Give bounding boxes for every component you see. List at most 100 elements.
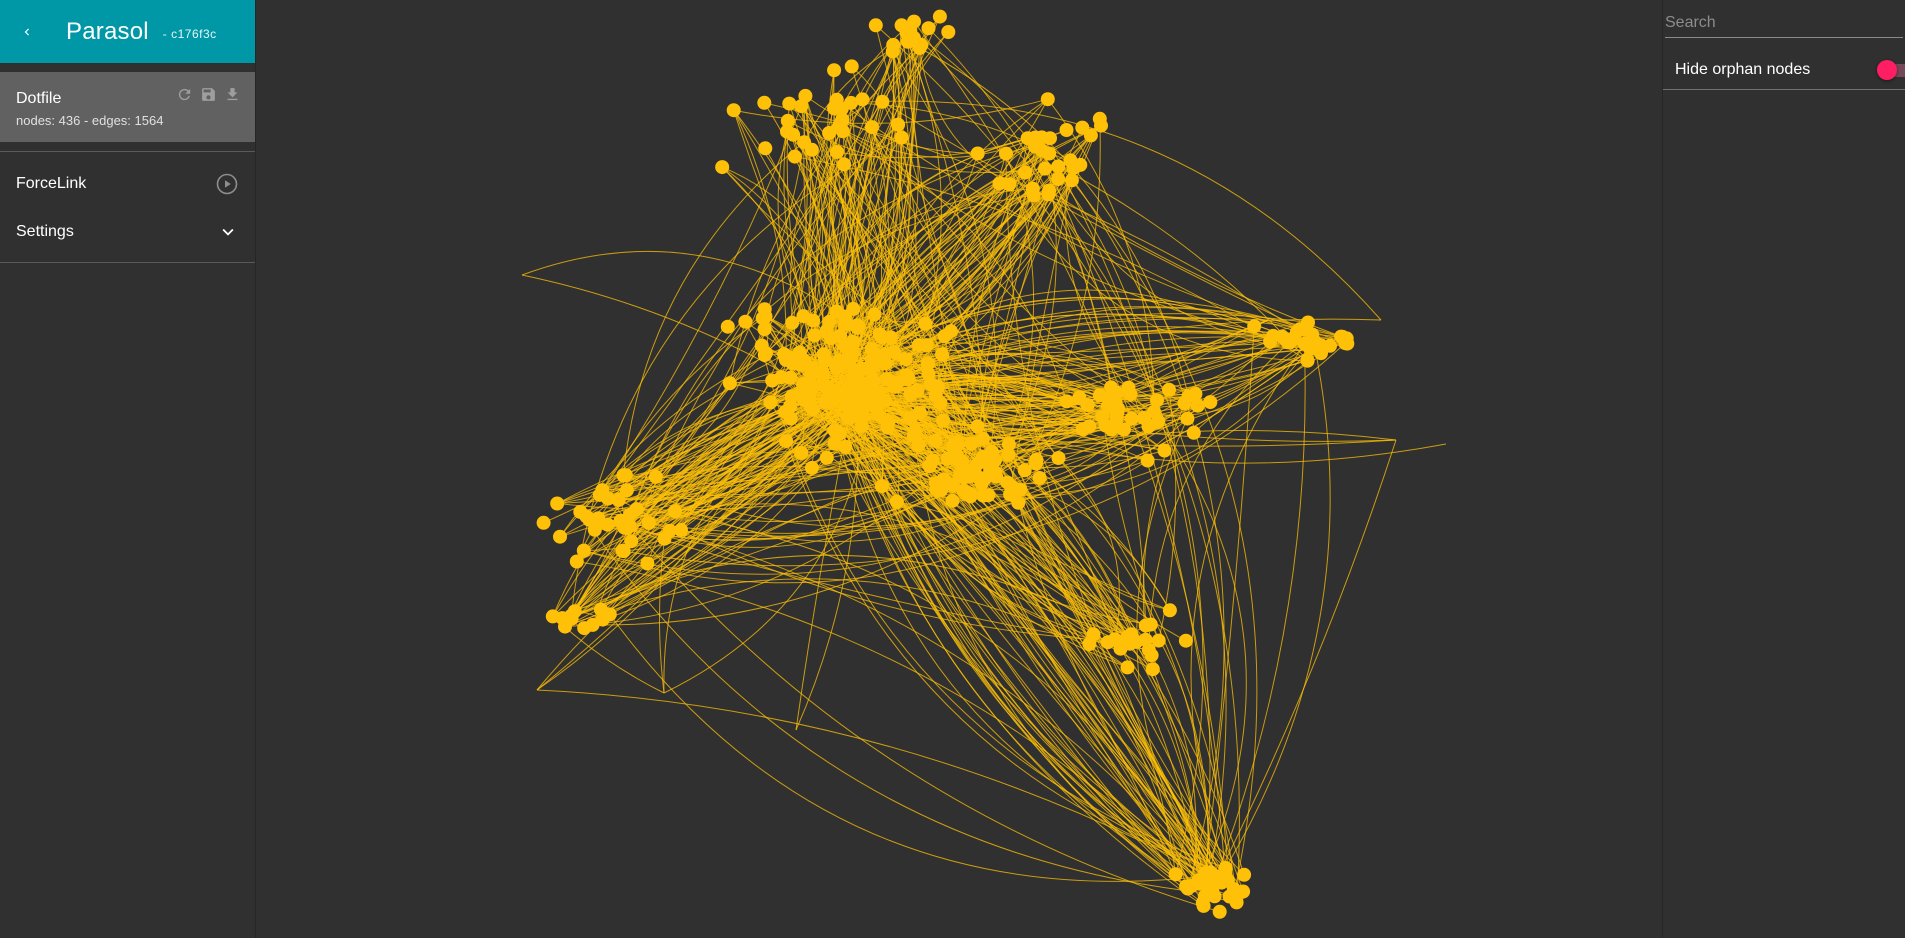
graph-node[interactable]: [976, 449, 990, 464]
graph-node[interactable]: [1157, 443, 1172, 458]
graph-node[interactable]: [602, 607, 617, 622]
graph-node[interactable]: [875, 479, 889, 494]
graph-node[interactable]: [794, 99, 809, 114]
graph-node[interactable]: [592, 487, 607, 502]
graph-node[interactable]: [903, 411, 918, 426]
graph-node[interactable]: [1186, 425, 1201, 440]
graph-node[interactable]: [976, 431, 990, 446]
graph-node[interactable]: [829, 360, 844, 375]
graph-node[interactable]: [919, 338, 934, 353]
graph-node[interactable]: [827, 63, 842, 78]
graph-node[interactable]: [1107, 632, 1122, 647]
graph-node[interactable]: [992, 176, 1007, 191]
graph-node[interactable]: [922, 459, 937, 473]
graph-node[interactable]: [807, 328, 822, 343]
graph-node[interactable]: [624, 534, 639, 549]
graph-node[interactable]: [1051, 172, 1066, 186]
graph-node[interactable]: [1123, 387, 1138, 402]
graph-node[interactable]: [792, 357, 807, 372]
graph-node[interactable]: [1006, 488, 1021, 503]
graph-node[interactable]: [786, 127, 801, 142]
graph-node[interactable]: [720, 319, 735, 334]
graph-node[interactable]: [962, 469, 977, 484]
graph-node[interactable]: [886, 37, 901, 52]
graph-node[interactable]: [1145, 662, 1160, 677]
graph-node[interactable]: [1124, 411, 1139, 426]
graph-node[interactable]: [964, 436, 979, 451]
back-button[interactable]: [0, 0, 54, 63]
graph-node[interactable]: [822, 126, 837, 140]
graph-node[interactable]: [941, 25, 956, 39]
graph-node[interactable]: [1168, 867, 1183, 882]
graph-node[interactable]: [864, 120, 879, 135]
graph-node[interactable]: [1092, 388, 1107, 403]
graph-node[interactable]: [757, 302, 772, 317]
sidebar-item-forcelink[interactable]: ForceLink: [0, 164, 255, 204]
graph-node[interactable]: [1038, 161, 1052, 176]
graph-node[interactable]: [558, 619, 572, 634]
graph-node[interactable]: [794, 446, 809, 460]
graph-node[interactable]: [867, 307, 882, 322]
graph-node[interactable]: [849, 366, 864, 381]
graph-node[interactable]: [823, 331, 838, 346]
graph-node[interactable]: [619, 483, 634, 498]
graph-node[interactable]: [999, 146, 1013, 161]
graph-node[interactable]: [898, 352, 913, 367]
graph-node[interactable]: [804, 142, 819, 157]
graph-node[interactable]: [1297, 336, 1312, 351]
graph-node[interactable]: [1032, 471, 1047, 485]
graph-node[interactable]: [1040, 92, 1055, 107]
graph-node[interactable]: [1247, 319, 1262, 334]
graph-node[interactable]: [912, 41, 927, 55]
graph-node[interactable]: [1140, 453, 1155, 468]
graph-node[interactable]: [932, 9, 947, 24]
graph-node[interactable]: [1150, 393, 1164, 408]
hide-orphan-nodes-toggle[interactable]: [1877, 59, 1905, 80]
graph-node[interactable]: [1104, 422, 1119, 437]
graph-node[interactable]: [827, 101, 841, 116]
graph-node[interactable]: [778, 352, 793, 367]
graph-node[interactable]: [569, 554, 584, 569]
graph-node[interactable]: [1210, 870, 1225, 884]
graph-node[interactable]: [1018, 165, 1032, 180]
sidebar-item-settings[interactable]: Settings: [0, 212, 255, 252]
graph-node[interactable]: [903, 387, 918, 402]
graph-node[interactable]: [866, 353, 881, 368]
graph-node[interactable]: [780, 113, 795, 128]
graph-node[interactable]: [1075, 120, 1090, 135]
graph-node[interactable]: [850, 318, 865, 333]
graph-node[interactable]: [1026, 188, 1041, 203]
graph-node[interactable]: [1064, 173, 1079, 188]
graph-node[interactable]: [970, 146, 985, 161]
graph-node[interactable]: [838, 439, 853, 454]
graph-node[interactable]: [868, 18, 883, 33]
graph-node[interactable]: [758, 141, 773, 156]
graph-node[interactable]: [952, 469, 967, 484]
graph-node[interactable]: [620, 521, 635, 536]
graph-node[interactable]: [1192, 876, 1207, 891]
graph-node[interactable]: [1080, 398, 1095, 413]
graph-node[interactable]: [947, 437, 962, 452]
play-circle-icon[interactable]: [215, 172, 239, 196]
graph-node[interactable]: [815, 377, 830, 392]
graph-node[interactable]: [989, 469, 1004, 484]
graph-node[interactable]: [1104, 380, 1119, 395]
graph-node[interactable]: [835, 112, 850, 127]
graph-svg[interactable]: [256, 0, 1662, 938]
graph-node[interactable]: [757, 95, 772, 110]
graph-node[interactable]: [846, 301, 861, 316]
graph-node[interactable]: [1212, 904, 1227, 919]
graph-node[interactable]: [891, 117, 906, 132]
graph-node[interactable]: [881, 414, 896, 429]
graph-node[interactable]: [804, 367, 818, 382]
graph-node[interactable]: [674, 523, 688, 537]
graph-node[interactable]: [928, 433, 943, 448]
graph-node[interactable]: [582, 512, 597, 527]
graph-node[interactable]: [1051, 451, 1066, 465]
graph-node[interactable]: [1151, 633, 1166, 648]
graph-node[interactable]: [1188, 386, 1203, 401]
search-input[interactable]: [1665, 8, 1903, 38]
graph-node[interactable]: [846, 380, 860, 395]
graph-node[interactable]: [783, 411, 798, 426]
graph-node[interactable]: [918, 316, 933, 331]
